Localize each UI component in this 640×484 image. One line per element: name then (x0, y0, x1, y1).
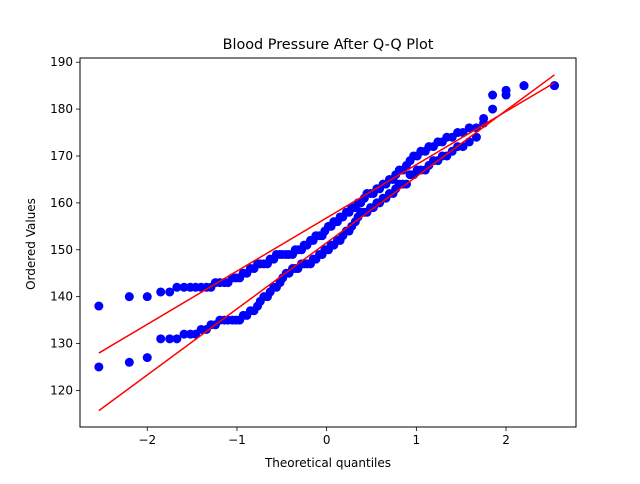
data-point (94, 362, 104, 372)
x-axis-label: Theoretical quantiles (264, 456, 391, 470)
data-point (124, 292, 134, 302)
data-point (94, 301, 104, 311)
data-point (501, 90, 511, 100)
data-point (464, 123, 474, 133)
y-axis-ticks: 120 130 140 150 160 170 180 190 (50, 55, 80, 397)
x-tick-label: −1 (228, 433, 246, 447)
data-point (142, 353, 152, 363)
x-tick-label: 1 (413, 433, 421, 447)
data-point (519, 81, 529, 91)
data-point (479, 113, 489, 123)
data-point (172, 334, 182, 344)
y-axis-label: Ordered Values (24, 198, 38, 290)
data-point (488, 90, 498, 100)
data-point (179, 329, 189, 339)
y-tick-label: 170 (50, 149, 73, 163)
data-point (165, 287, 175, 297)
y-tick-label: 130 (50, 337, 73, 351)
y-tick-label: 140 (50, 290, 73, 304)
plot-area (94, 74, 559, 412)
data-point (549, 81, 559, 91)
data-point (172, 282, 182, 292)
fit-line (98, 74, 555, 412)
y-tick-label: 190 (50, 55, 73, 69)
data-point (142, 292, 152, 302)
data-point (179, 282, 189, 292)
data-point (156, 287, 166, 297)
fit-line (98, 82, 555, 354)
data-point (124, 357, 134, 367)
chart-title: Blood Pressure After Q-Q Plot (223, 37, 434, 53)
data-point (156, 334, 166, 344)
x-tick-label: −2 (138, 433, 156, 447)
axes-frame (79, 57, 577, 428)
y-tick-label: 150 (50, 243, 73, 257)
data-point (165, 334, 175, 344)
data-point (471, 132, 481, 142)
y-tick-label: 160 (50, 196, 73, 210)
x-tick-label: 2 (502, 433, 510, 447)
x-tick-label: 0 (323, 433, 331, 447)
y-tick-label: 180 (50, 102, 73, 116)
x-axis-ticks: −2 −1 0 1 2 (138, 427, 510, 447)
data-point (488, 104, 498, 114)
y-tick-label: 120 (50, 383, 73, 397)
